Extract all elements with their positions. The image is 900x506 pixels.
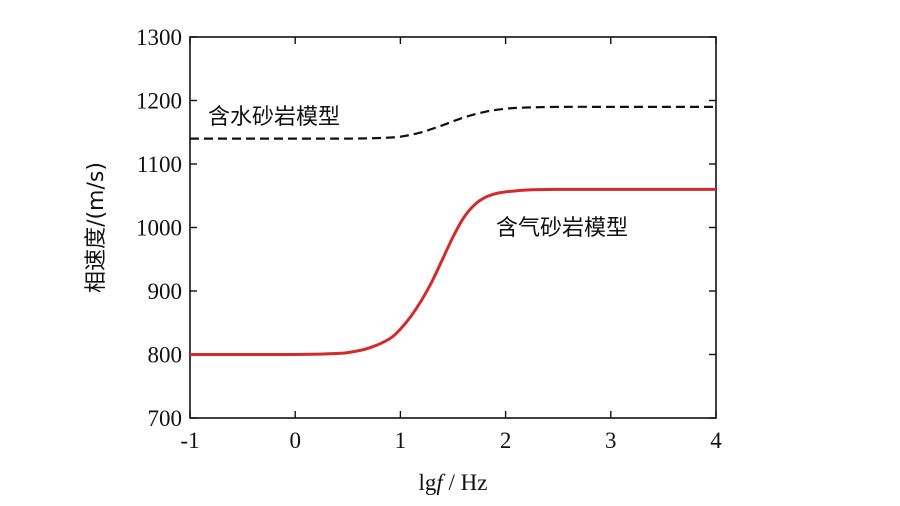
x-tick-label: 4 bbox=[710, 428, 722, 453]
series-label-0: 含水砂岩模型 bbox=[208, 105, 340, 130]
plot-frame bbox=[189, 36, 717, 419]
y-tick-label: 900 bbox=[148, 279, 183, 304]
x-tick-label: 1 bbox=[395, 428, 407, 453]
x-tick-label: 3 bbox=[605, 428, 617, 453]
series-label-1: 含气砂岩模型 bbox=[496, 216, 628, 241]
y-tick-label: 1300 bbox=[136, 25, 182, 50]
y-tick-label: 1000 bbox=[136, 216, 182, 241]
y-tick-label: 700 bbox=[148, 406, 183, 431]
y-tick-label: 800 bbox=[148, 343, 183, 368]
x-axis-label-prefix: lg bbox=[419, 470, 437, 495]
series-line-0 bbox=[190, 105, 716, 140]
x-tick-label: -1 bbox=[180, 428, 199, 453]
x-axis-label-var: f bbox=[436, 470, 446, 495]
x-tick-label: 2 bbox=[500, 428, 512, 453]
x-axis-label-unit: / Hz bbox=[443, 470, 488, 495]
y-tick-label: 1200 bbox=[136, 89, 182, 114]
y-tick-label: 1100 bbox=[137, 152, 182, 177]
y-axis-label: 相速度/(m/s) bbox=[84, 162, 109, 293]
x-tick-label: 0 bbox=[289, 428, 301, 453]
series-line-1 bbox=[190, 187, 716, 357]
x-axis-label: lgf / Hz bbox=[419, 470, 488, 495]
